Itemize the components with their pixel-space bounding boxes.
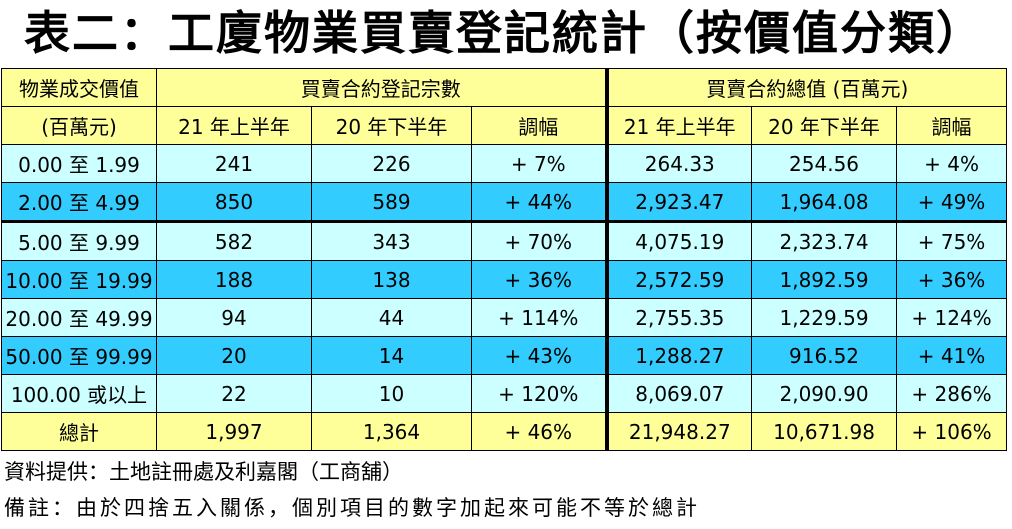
header-sub-5: 20 年下半年: [751, 106, 898, 145]
cell: 1,964.08: [751, 182, 898, 223]
cell: + 286%: [896, 374, 1008, 413]
cell: 188: [156, 260, 312, 299]
cell: + 46%: [470, 412, 608, 451]
table-row: 0.00 至 1.99 241 226 + 7% 264.33 254.56 +…: [1, 144, 1008, 183]
cell: 850: [156, 182, 312, 223]
cell: 14: [311, 336, 472, 375]
page-title: 表二：工廈物業買賣登記統計（按價值分類）: [24, 6, 984, 60]
header-sub-2: 20 年下半年: [311, 106, 472, 145]
cell: 1,364: [311, 412, 472, 451]
header-sub-6: 調幅: [896, 106, 1008, 145]
cell: + 49%: [896, 182, 1008, 223]
cell: + 43%: [470, 336, 608, 375]
table-row: 10.00 至 19.99 188 138 + 36% 2,572.59 1,8…: [1, 260, 1008, 299]
header-sub-3: 調幅: [470, 106, 608, 145]
header-group-count: 買賣合約登記宗數: [155, 68, 608, 107]
cell: + 75%: [896, 221, 1008, 261]
table-row: 5.00 至 9.99 582 343 + 70% 4,075.19 2,323…: [1, 221, 1008, 261]
cell: 1,288.27: [604, 336, 753, 375]
row-label: 2.00 至 4.99: [1, 182, 157, 223]
cell: + 124%: [896, 298, 1008, 337]
header-row-1: 物業成交價值 買賣合約登記宗數 買賣合約總值 (百萬元): [1, 68, 1008, 107]
header-sub-4: 21 年上半年: [604, 106, 753, 145]
cell: + 120%: [470, 374, 608, 413]
cell: 2,923.47: [604, 182, 753, 223]
row-label: 5.00 至 9.99: [1, 221, 157, 261]
table-row: 2.00 至 4.99 850 589 + 44% 2,923.47 1,964…: [1, 182, 1008, 223]
row-label: 100.00 或以上: [1, 374, 157, 413]
cell: 22: [156, 374, 312, 413]
cell: 1,997: [156, 412, 312, 451]
source-note: 資料提供：土地註冊處及利嘉閣（工商舖）: [4, 460, 403, 484]
cell: 226: [311, 144, 472, 183]
statistics-table: 物業成交價值 買賣合約登記宗數 買賣合約總值 (百萬元) (百萬元) 21 年上…: [1, 68, 1008, 451]
cell: 21,948.27: [604, 412, 753, 451]
header-col0-line1: 物業成交價值: [1, 68, 157, 107]
cell: 1,229.59: [751, 298, 898, 337]
cell: 20: [156, 336, 312, 375]
cell: + 70%: [470, 221, 608, 261]
cell: 2,755.35: [604, 298, 753, 337]
cell: 589: [311, 182, 472, 223]
cell: + 114%: [470, 298, 608, 337]
remark-note: 備註：由於四捨五入關係，個別項目的數字加起來可能不等於總計: [4, 496, 700, 520]
cell: 2,572.59: [604, 260, 753, 299]
cell: 10: [311, 374, 472, 413]
row-label: 10.00 至 19.99: [1, 260, 157, 299]
total-row: 總計 1,997 1,364 + 46% 21,948.27 10,671.98…: [1, 412, 1008, 451]
cell: + 44%: [470, 182, 608, 223]
cell: 343: [311, 221, 472, 261]
cell: 8,069.07: [604, 374, 753, 413]
cell: 582: [156, 221, 312, 261]
cell: 138: [311, 260, 472, 299]
cell: 44: [311, 298, 472, 337]
cell: + 4%: [896, 144, 1008, 183]
cell: 94: [156, 298, 312, 337]
total-label: 總計: [1, 412, 157, 451]
table-row: 20.00 至 49.99 94 44 + 114% 2,755.35 1,22…: [1, 298, 1008, 337]
row-label: 0.00 至 1.99: [1, 144, 157, 183]
cell: 2,323.74: [751, 221, 898, 261]
cell: + 36%: [470, 260, 608, 299]
cell: + 41%: [896, 336, 1008, 375]
cell: + 7%: [470, 144, 608, 183]
header-group-value: 買賣合約總值 (百萬元): [604, 68, 1008, 107]
header-sub-1: 21 年上半年: [156, 106, 312, 145]
cell: 916.52: [751, 336, 898, 375]
row-label: 50.00 至 99.99: [1, 336, 157, 375]
header-col0-line2: (百萬元): [1, 106, 157, 145]
cell: 264.33: [604, 144, 753, 183]
cell: 254.56: [751, 144, 898, 183]
cell: 4,075.19: [604, 221, 753, 261]
cell: + 106%: [896, 412, 1008, 451]
cell: 2,090.90: [751, 374, 898, 413]
header-row-2: (百萬元) 21 年上半年 20 年下半年 調幅 21 年上半年 20 年下半年…: [1, 106, 1008, 145]
table-row: 100.00 或以上 22 10 + 120% 8,069.07 2,090.9…: [1, 374, 1008, 413]
cell: 10,671.98: [751, 412, 898, 451]
cell: + 36%: [896, 260, 1008, 299]
cell: 1,892.59: [751, 260, 898, 299]
table-row: 50.00 至 99.99 20 14 + 43% 1,288.27 916.5…: [1, 336, 1008, 375]
row-label: 20.00 至 49.99: [1, 298, 157, 337]
cell: 241: [156, 144, 312, 183]
